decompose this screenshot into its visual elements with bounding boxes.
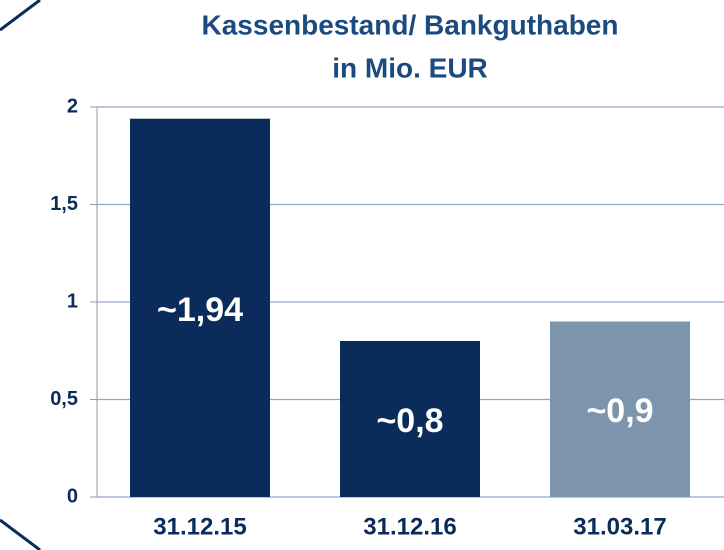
y-tick-label: 2 (67, 95, 78, 117)
value-label: ~1,94 (157, 291, 243, 329)
x-tick-label: 31.03.17 (573, 513, 666, 540)
x-tick-label: 31.12.16 (363, 513, 456, 540)
y-tick-label: 0,5 (50, 388, 78, 410)
y-tick-label: 1,5 (50, 193, 78, 215)
x-tick-label: 31.12.15 (153, 513, 246, 540)
chart-title: Kassenbestand/ Bankguthaben (202, 9, 619, 40)
chart-title: in Mio. EUR (332, 52, 488, 83)
decoration (0, 518, 41, 550)
bar (130, 118, 270, 497)
decoration (0, 0, 41, 32)
value-label: ~0,9 (586, 392, 653, 430)
y-tick-label: 1 (67, 290, 78, 312)
value-label: ~0,8 (376, 402, 443, 440)
y-tick-label: 0 (67, 485, 78, 507)
bar (340, 341, 480, 497)
bar (550, 321, 690, 497)
